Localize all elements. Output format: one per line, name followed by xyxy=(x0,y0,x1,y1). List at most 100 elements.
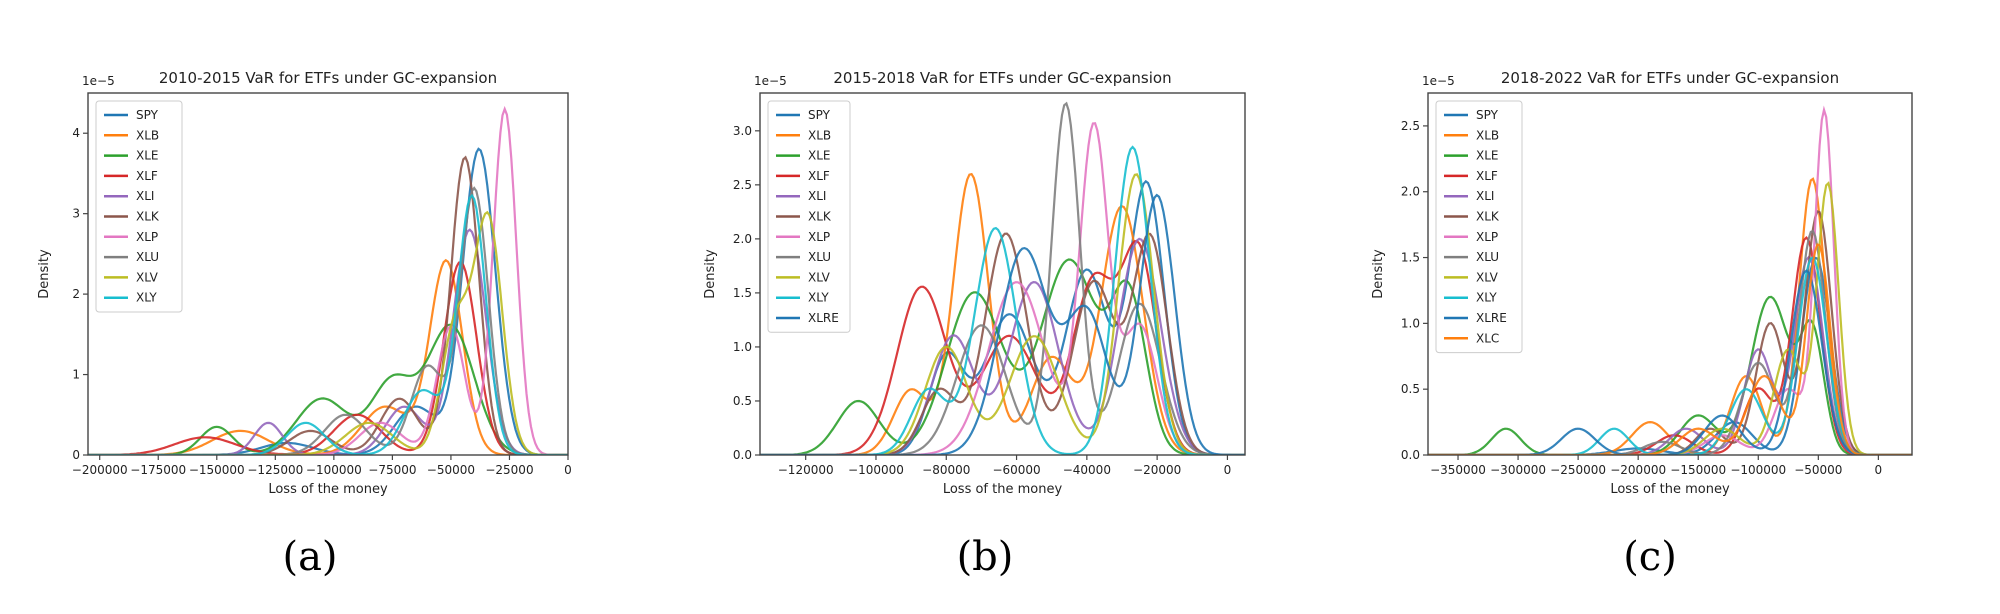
legend-box xyxy=(767,100,851,333)
x-tick-label: 0 xyxy=(1224,463,1232,477)
x-tick-label: 0 xyxy=(564,463,572,477)
x-tick-label: −120000 xyxy=(778,463,834,477)
x-tick-label: −200000 xyxy=(1610,463,1666,477)
panel-b: 2015-2018 VaR for ETFs under GC-expansio… xyxy=(703,69,1246,580)
panel-caption: (b) xyxy=(957,534,1014,580)
x-tick-label: −25000 xyxy=(485,463,533,477)
x-axis-label: Loss of the money xyxy=(268,482,388,497)
y-scale-label: 1e−5 xyxy=(754,74,787,88)
y-axis-label: Density xyxy=(703,249,718,299)
series-lines xyxy=(88,105,568,455)
series-line-xlc xyxy=(1428,243,1912,455)
legend-label-xlb: XLB xyxy=(136,128,159,142)
panel-c: 2018-2022 VaR for ETFs under GC-expansio… xyxy=(1371,69,1913,580)
legend: SPY XLB XLE XLF XLI XLK XLP XLU XLV XLY XLRE xyxy=(767,100,851,333)
y-tick-label: 2 xyxy=(72,287,80,301)
x-tick-label: −80000 xyxy=(922,463,970,477)
legend-label-xlb: XLB xyxy=(808,128,831,142)
legend-label-spy: SPY xyxy=(808,108,831,122)
legend-label-xlb: XLB xyxy=(1476,128,1499,142)
legend-label-xle: XLE xyxy=(1476,149,1499,163)
x-tick-label: −350000 xyxy=(1430,463,1486,477)
legend-label-xli: XLI xyxy=(808,189,826,203)
y-axis-label: Density xyxy=(37,249,52,299)
legend-label-xlu: XLU xyxy=(136,250,159,264)
x-tick-label: −150000 xyxy=(1670,463,1726,477)
legend: SPY XLB XLE XLF XLI XLK XLP XLU XLV XLY XLRE XLC xyxy=(1435,100,1523,354)
legend-label-spy: SPY xyxy=(136,108,159,122)
series-line-xly xyxy=(88,193,568,455)
legend-label-xlv: XLV xyxy=(808,270,831,284)
series-line-xli xyxy=(1428,255,1912,455)
x-tick-label: −50000 xyxy=(1794,463,1842,477)
legend-label-xlp: XLP xyxy=(136,230,158,244)
legend-label-xlk: XLK xyxy=(136,210,160,224)
y-tick-label: 1.5 xyxy=(1401,251,1420,265)
series-lines xyxy=(760,101,1245,455)
legend-label-xly: XLY xyxy=(808,291,829,305)
legend-label-xle: XLE xyxy=(808,149,831,163)
legend-label-xli: XLI xyxy=(1476,189,1494,203)
x-tick-label: −50000 xyxy=(427,463,475,477)
legend-label-xlp: XLP xyxy=(808,230,830,244)
legend-label-xlk: XLK xyxy=(1476,210,1500,224)
y-tick-label: 1 xyxy=(72,368,80,382)
plot-frame xyxy=(87,92,569,456)
chart-title: 2010-2015 VaR for ETFs under GC-expansio… xyxy=(159,69,497,87)
legend-label-xly: XLY xyxy=(136,291,157,305)
y-tick-label: 2.0 xyxy=(733,232,752,246)
x-tick-label: −100000 xyxy=(306,463,362,477)
panel-caption: (a) xyxy=(282,534,337,580)
legend-box xyxy=(1435,100,1523,354)
panel-a: 2010-2015 VaR for ETFs under GC-expansio… xyxy=(37,69,572,580)
y-tick-label: 0.5 xyxy=(733,394,752,408)
y-axis-label: Density xyxy=(1371,249,1386,299)
x-tick-label: −150000 xyxy=(189,463,245,477)
y-tick-label: 0.0 xyxy=(1401,448,1420,462)
series-line-xly xyxy=(760,145,1245,455)
chart-title: 2018-2022 VaR for ETFs under GC-expansio… xyxy=(1501,69,1839,87)
legend-label-xlu: XLU xyxy=(808,250,831,264)
legend-label-xlu: XLU xyxy=(1476,250,1499,264)
chart-title: 2015-2018 VaR for ETFs under GC-expansio… xyxy=(833,69,1171,87)
x-tick-label: −250000 xyxy=(1550,463,1606,477)
series-line-xlre xyxy=(760,193,1245,455)
y-tick-label: 0 xyxy=(72,448,80,462)
legend-label-xli: XLI xyxy=(136,189,154,203)
series-line-xlp xyxy=(760,122,1245,455)
y-tick-label: 2.5 xyxy=(733,178,752,192)
series-line-xli xyxy=(760,237,1245,455)
y-tick-label: 1.0 xyxy=(1401,316,1420,330)
x-tick-label: −20000 xyxy=(1133,463,1181,477)
x-tick-label: −100000 xyxy=(848,463,904,477)
series-line-xlb xyxy=(760,172,1245,455)
x-axis-label: Loss of the money xyxy=(1610,482,1730,497)
plot-frame xyxy=(759,92,1246,456)
legend-label-spy: SPY xyxy=(1476,108,1499,122)
series-line-xlv xyxy=(88,210,568,455)
legend-box xyxy=(95,100,183,313)
legend-label-xlre: XLRE xyxy=(808,311,839,325)
legend-label-xlp: XLP xyxy=(1476,230,1498,244)
y-tick-label: 2.5 xyxy=(1401,119,1420,133)
y-tick-label: 3.0 xyxy=(733,124,752,138)
legend-label-xlk: XLK xyxy=(808,210,832,224)
y-tick-label: 1.0 xyxy=(733,340,752,354)
series-line-xly xyxy=(1428,256,1912,455)
x-tick-label: −100000 xyxy=(1730,463,1786,477)
legend-label-xlf: XLF xyxy=(136,169,158,183)
legend-label-xlf: XLF xyxy=(1476,169,1498,183)
legend-label-xlre: XLRE xyxy=(1476,311,1507,325)
x-tick-label: −75000 xyxy=(368,463,416,477)
y-tick-label: 3 xyxy=(72,207,80,221)
x-tick-label: −175000 xyxy=(130,463,186,477)
legend-label-xly: XLY xyxy=(1476,291,1497,305)
series-line-xlu xyxy=(88,186,568,455)
x-tick-label: −40000 xyxy=(1063,463,1111,477)
x-tick-label: 0 xyxy=(1875,463,1883,477)
legend-label-xlv: XLV xyxy=(1476,270,1499,284)
x-tick-label: −200000 xyxy=(72,463,128,477)
panel-caption: (c) xyxy=(1623,534,1677,580)
legend-label-xlf: XLF xyxy=(808,169,830,183)
